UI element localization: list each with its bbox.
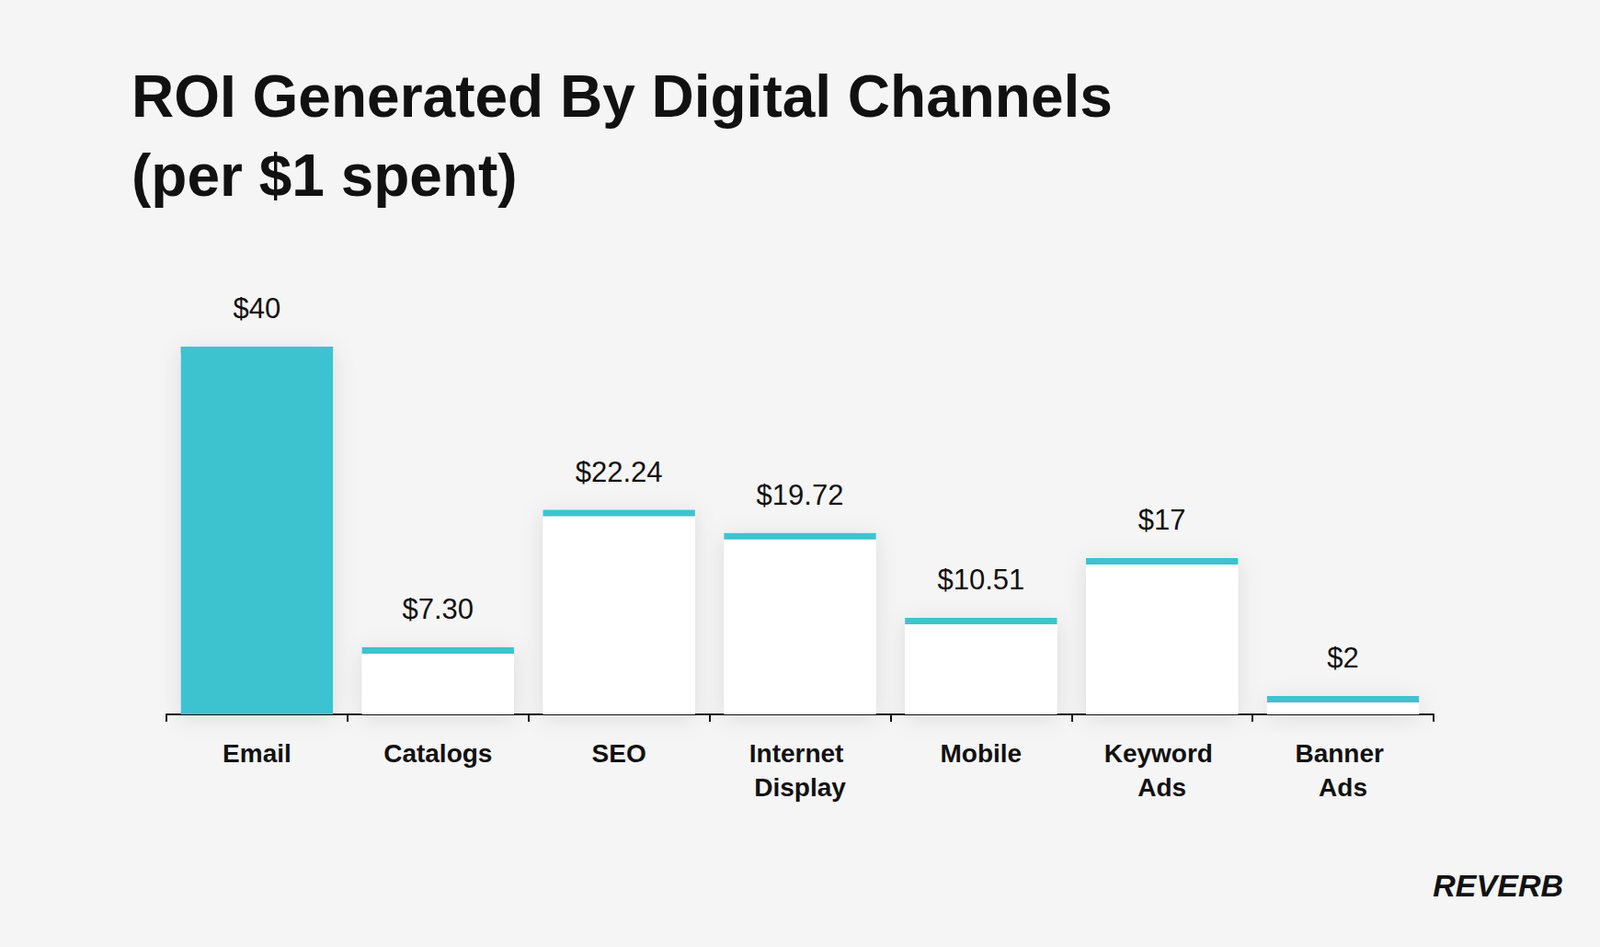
svg-text:$7.30: $7.30 [401,593,474,626]
svg-text:$40: $40 [233,292,282,325]
svg-text:Display: Display [754,773,846,802]
svg-text:$2: $2 [1326,641,1359,675]
svg-text:Keyword: Keyword [1104,739,1221,768]
svg-text:$17: $17 [1138,503,1187,537]
svg-text:(per $1 spent): (per $1 spent) [131,142,518,209]
svg-text:$22.24: $22.24 [575,456,663,489]
svg-text:Email: Email [222,739,292,768]
svg-text:Ads: Ads [1318,773,1368,802]
svg-text:ROI Generated By Digital Chann: ROI Generated By Digital Channels [131,63,1113,130]
svg-text:$10.51: $10.51 [937,563,1025,596]
svg-text:Ads: Ads [1137,773,1187,802]
svg-text:Banner: Banner [1294,739,1391,768]
svg-text:SEO: SEO [592,739,647,768]
svg-text:REVERB: REVERB [1432,868,1564,903]
svg-text:Mobile: Mobile [940,739,1023,768]
svg-text:Internet: Internet [749,739,851,768]
svg-text:Catalogs: Catalogs [383,739,492,768]
svg-text:$19.72: $19.72 [756,479,845,512]
